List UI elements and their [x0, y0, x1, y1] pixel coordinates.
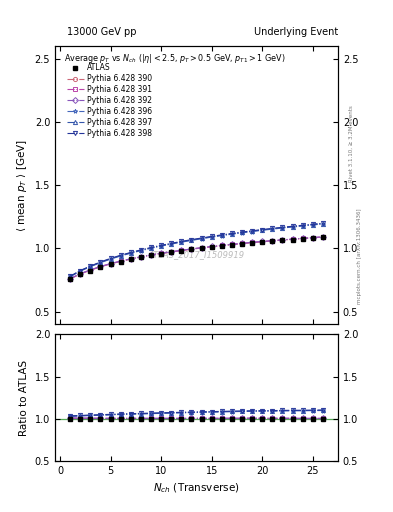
Text: mcplots.cern.ch [arXiv:1306.3436]: mcplots.cern.ch [arXiv:1306.3436]: [357, 208, 362, 304]
Y-axis label: $\langle$ mean $p_{T}$ $\rangle$ [GeV]: $\langle$ mean $p_{T}$ $\rangle$ [GeV]: [15, 139, 29, 231]
Text: Underlying Event: Underlying Event: [254, 27, 338, 37]
Text: Average $p_{T}$ vs $N_{ch}$ ($|\eta| < 2.5$, $p_{T} > 0.5$ GeV, $p_{T1} > 1$ GeV: Average $p_{T}$ vs $N_{ch}$ ($|\eta| < 2…: [64, 52, 285, 65]
Legend: ATLAS, Pythia 6.428 390, Pythia 6.428 391, Pythia 6.428 392, Pythia 6.428 396, P: ATLAS, Pythia 6.428 390, Pythia 6.428 39…: [64, 61, 154, 140]
Y-axis label: Ratio to ATLAS: Ratio to ATLAS: [19, 359, 29, 436]
Text: 13000 GeV pp: 13000 GeV pp: [67, 27, 136, 37]
Text: ATLAS_2017_I1509919: ATLAS_2017_I1509919: [149, 250, 244, 259]
X-axis label: $N_{ch}$ (Transverse): $N_{ch}$ (Transverse): [153, 481, 240, 495]
Text: Rivet 3.1.10, ≥ 3.2M events: Rivet 3.1.10, ≥ 3.2M events: [349, 105, 354, 182]
